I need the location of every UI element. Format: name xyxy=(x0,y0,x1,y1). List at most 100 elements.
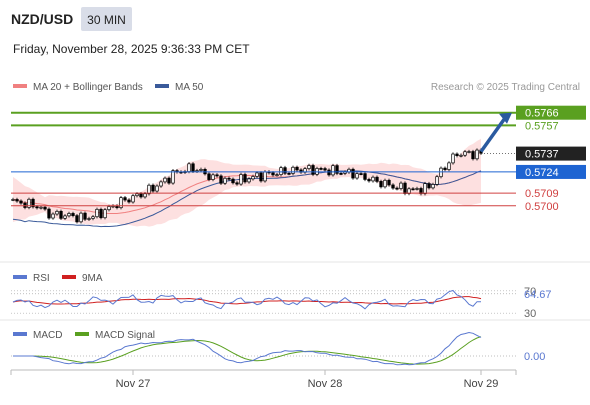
candle-body xyxy=(135,193,139,197)
candle-body xyxy=(199,168,203,171)
moving-averages xyxy=(12,170,482,228)
level-value-resistance: 0.5766 xyxy=(525,108,559,120)
candle-body xyxy=(239,174,243,185)
candle-body xyxy=(99,208,103,219)
candle-body xyxy=(55,210,59,215)
candle-body xyxy=(431,184,435,189)
candle-body xyxy=(287,172,291,175)
candle-body xyxy=(47,208,51,219)
rsi-level-label: 64.67 xyxy=(524,289,552,301)
level-value-pivot: 0.5724 xyxy=(525,167,559,179)
candle-body xyxy=(311,165,315,175)
time-tick-label: Nov 29 xyxy=(464,378,499,390)
candle-body xyxy=(163,177,167,183)
candle-body xyxy=(471,151,475,160)
timeframe-button-bg[interactable] xyxy=(81,7,132,31)
candle-body xyxy=(191,163,195,172)
candle-body xyxy=(379,181,383,188)
candle-body xyxy=(151,184,155,192)
timeframe-button[interactable]: 30 MIN xyxy=(87,13,126,27)
level-value-resistance: 0.5757 xyxy=(525,120,559,132)
candle-body xyxy=(243,174,247,183)
candle-body xyxy=(87,218,91,220)
candle-body xyxy=(103,209,107,219)
forecast-arrow-shaft xyxy=(479,115,508,153)
candle-body xyxy=(227,177,231,180)
ma50-line xyxy=(12,170,482,228)
candle-body xyxy=(187,163,191,172)
candle-body xyxy=(283,167,287,174)
candle-body xyxy=(327,169,331,176)
candle-body xyxy=(51,213,55,219)
macd-level-label: 0.00 xyxy=(524,351,545,363)
credit-label: Research © 2025 Trading Central xyxy=(431,82,580,93)
macd-legend-label: MACD xyxy=(33,330,62,341)
candle-body xyxy=(475,149,479,160)
candle-body xyxy=(463,151,467,156)
macd-legend: MACD MACD Signal xyxy=(13,330,155,341)
rsi-line xyxy=(12,289,482,310)
candle-body xyxy=(275,174,279,177)
candle-body xyxy=(171,170,175,184)
candle-body xyxy=(455,153,459,157)
candle-body xyxy=(359,173,363,175)
candle-body xyxy=(419,188,423,195)
candle-body xyxy=(159,181,163,187)
level-tag-pivot xyxy=(516,164,586,179)
ma20-legend-label: MA 20 + Bollinger Bands xyxy=(33,82,143,93)
ma50-legend-label: MA 50 xyxy=(175,82,204,93)
ma20-legend-swatch xyxy=(13,84,27,88)
candle-body xyxy=(75,215,79,223)
macd-line xyxy=(13,331,482,366)
candle-body xyxy=(415,188,419,190)
level-value-last: 0.5737 xyxy=(525,149,559,161)
candle-body xyxy=(279,167,283,176)
candle-body xyxy=(255,172,259,177)
candle-body xyxy=(207,173,211,180)
macd-signal-line xyxy=(13,336,482,365)
candle-body xyxy=(119,197,123,209)
candle-body xyxy=(235,182,239,185)
candle-body xyxy=(43,206,47,210)
candle-body xyxy=(403,182,407,194)
candle-body xyxy=(83,212,87,220)
candle-body xyxy=(335,165,339,174)
symbol-title: NZD/USD xyxy=(11,11,73,27)
candle-body xyxy=(331,165,335,176)
candle-body xyxy=(423,183,427,195)
rsi-legend-label: RSI xyxy=(33,273,50,284)
candle-body xyxy=(31,198,35,208)
candle-body xyxy=(247,178,251,183)
candle-body xyxy=(351,168,355,179)
candle-body xyxy=(447,162,451,170)
candle-body xyxy=(63,215,67,219)
candle-body xyxy=(339,173,343,175)
time-tick-label: Nov 27 xyxy=(116,378,151,390)
candle-body xyxy=(35,206,39,209)
candle-body xyxy=(395,187,399,190)
candle-body xyxy=(371,176,375,182)
candle-body xyxy=(355,173,359,179)
candle-body xyxy=(323,168,327,171)
forecast-arrow xyxy=(479,112,512,153)
level-tag-last xyxy=(516,146,586,161)
rsi-level-label: 30 xyxy=(524,308,536,320)
candle-body xyxy=(131,195,135,203)
candle-body xyxy=(451,153,455,164)
candle-body xyxy=(39,206,43,209)
candle-body xyxy=(27,198,31,208)
candle-body xyxy=(263,171,267,182)
rsi-ma-legend-swatch xyxy=(62,275,76,279)
candle-body xyxy=(411,188,415,191)
ma50-legend-swatch xyxy=(155,84,169,88)
candle-body xyxy=(295,166,299,171)
candle-body xyxy=(459,154,463,157)
candle-body xyxy=(291,166,295,174)
candle-body xyxy=(71,213,75,216)
price-legend: MA 20 + Bollinger Bands MA 50 Research ©… xyxy=(13,82,580,93)
candle-body xyxy=(123,197,127,201)
candle-body xyxy=(375,176,379,182)
